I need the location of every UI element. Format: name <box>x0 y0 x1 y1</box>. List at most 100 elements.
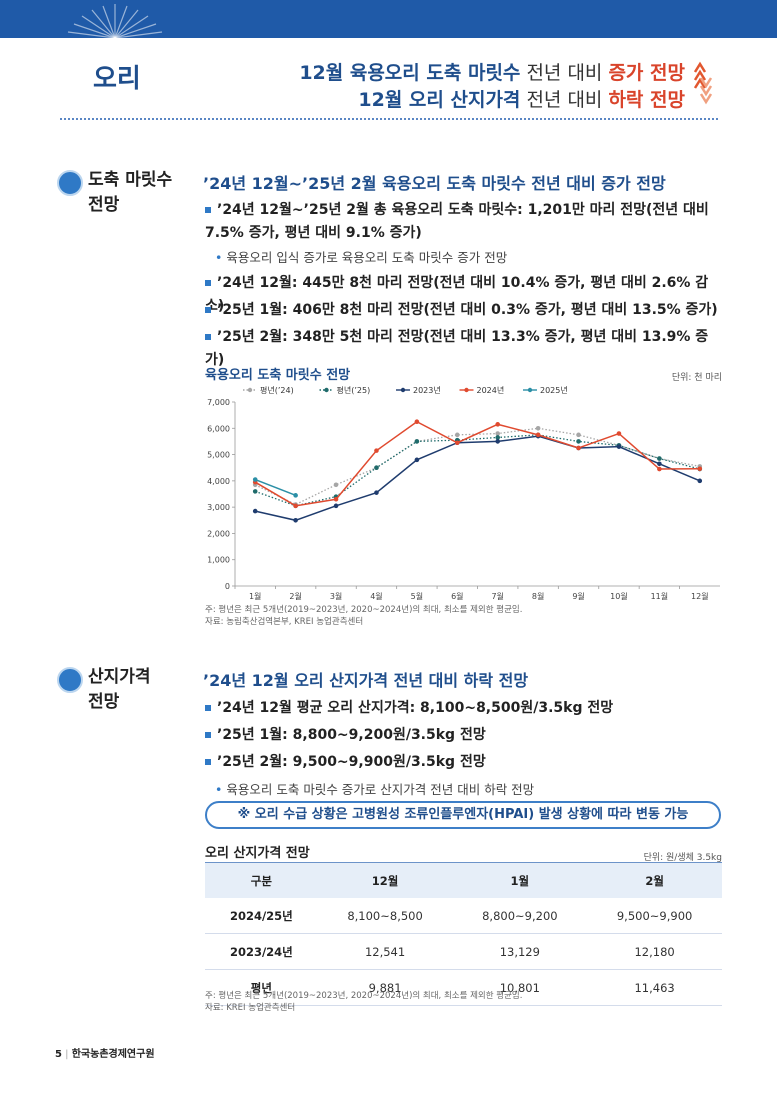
data-point <box>414 457 420 463</box>
data-point <box>374 465 379 471</box>
section-title-slaughter: 도축 마릿수 전망 <box>88 170 173 215</box>
data-point <box>616 431 622 436</box>
x-tick-label: 7월 <box>491 591 503 601</box>
table-cell: 12,180 <box>587 933 722 970</box>
headline-slaughter: 12월 육용오리 도축 마릿수 전년 대비 증가 전망 <box>299 62 685 84</box>
x-tick-label: 10월 <box>610 591 628 601</box>
table-header-row: 구분 12월 1월 2월 <box>205 862 722 898</box>
price-table: 구분 12월 1월 2월 2024/25년 8,100~8,500 8,800~… <box>205 862 722 1006</box>
data-point <box>576 439 581 444</box>
x-tick-label: 2월 <box>289 591 301 601</box>
y-tick-label: 3,000 <box>207 503 230 512</box>
data-point <box>495 431 501 436</box>
table-cell: 8,800~9,200 <box>452 898 588 934</box>
data-point <box>697 478 703 484</box>
y-tick-label: 0 <box>225 582 230 591</box>
sub-note: • 육용오리 입식 증가로 육용오리 도축 마릿수 증가 전망 <box>215 250 508 265</box>
x-tick-label: 8월 <box>532 591 544 601</box>
series-line <box>254 427 700 506</box>
series-line <box>254 420 700 507</box>
bullet-item: ’24년 12월 평균 오리 산지가격: 8,100~8,500원/3.5kg … <box>205 697 720 720</box>
data-point <box>333 496 339 502</box>
data-point <box>333 482 339 488</box>
data-point <box>333 503 339 509</box>
col-header: 12월 <box>317 862 453 898</box>
data-point <box>252 489 258 494</box>
table-title: 오리 산지가격 전망 <box>205 846 310 861</box>
legend-marker <box>527 387 533 393</box>
data-point <box>293 503 298 509</box>
up-down-arrows-icon <box>693 61 713 105</box>
bullet-item: ’25년 2월: 348만 5천 마리 전망(전년 대비 13.3% 증가, 평… <box>205 329 709 368</box>
y-tick-label: 1,000 <box>207 556 230 565</box>
legend-label: 2023년 <box>413 385 441 395</box>
x-tick-label: 11월 <box>651 591 669 601</box>
bullet-item: ’25년 2월: 9,500~9,900원/3.5kg 전망 <box>205 751 720 774</box>
data-point <box>414 419 420 425</box>
legend-marker <box>400 387 406 393</box>
section-title-price: 산지가격 전망 <box>88 667 151 712</box>
table-cell: 12,541 <box>317 933 453 970</box>
data-point <box>414 439 420 444</box>
data-point <box>374 490 379 495</box>
col-header: 1월 <box>452 862 588 898</box>
slaughter-line-chart: 0 1,000 2,000 3,000 4,000 5,000 6,000 7,000 1월 2월… <box>207 385 720 601</box>
row-header: 2023/24년 <box>205 933 318 970</box>
data-point <box>293 517 298 523</box>
y-tick-label: 6,000 <box>207 424 230 433</box>
sub-note: • 육용오리 도축 마릿수 증가로 산지가격 전년 대비 하락 전망 <box>215 782 535 797</box>
page-footer: 5 | 한국농촌경제연구원 <box>55 1049 155 1060</box>
table-cell: 9,881 <box>317 969 453 1006</box>
table-cell: 8,100~8,500 <box>317 898 453 934</box>
data-point <box>454 432 460 438</box>
bullet-item: ’25년 1월: 406만 8천 마리 전망(전년 대비 0.3% 증가, 평년… <box>205 299 720 322</box>
page-title: 오리 <box>93 64 141 94</box>
duck-icon <box>57 667 83 693</box>
chart-title: 육용오리 도축 마릿수 전망 <box>205 368 351 383</box>
col-header: 2월 <box>587 862 722 898</box>
bullet-item: ’24년 12월~’25년 2월 총 육용오리 도축 마릿수: 1,201만 마… <box>205 202 709 241</box>
x-tick-label: 3월 <box>330 591 342 601</box>
legend-label: 2025년 <box>540 385 568 395</box>
chart-unit: 단위: 천 마리 <box>671 373 722 383</box>
table-note: 주: 평년은 최근 5개년(2019~2023년, 2020~2024년)의 최… <box>205 991 523 1013</box>
y-tick-label: 5,000 <box>207 451 230 460</box>
data-point <box>293 493 298 498</box>
divider <box>60 118 718 120</box>
series-line <box>255 435 701 522</box>
data-point <box>576 445 581 451</box>
row-header: 평년 <box>205 969 318 1006</box>
table-row: 2023/24년 12,541 13,129 12,180 <box>205 933 722 970</box>
headline-price: 12월 오리 산지가격 전년 대비 하락 전망 <box>358 89 685 111</box>
legend-label: 평년(’25) <box>337 385 371 395</box>
bullet-item: ’24년 12월: 445만 8천 마리 전망(전년 대비 10.4% 증가, … <box>205 275 709 314</box>
y-tick-label: 2,000 <box>207 529 230 538</box>
table-cell: 9,500~9,900 <box>587 898 722 934</box>
legend-label: 평년(’24) <box>260 385 294 395</box>
x-tick-label: 9월 <box>572 591 584 601</box>
legend-label: 2024년 <box>477 385 505 395</box>
data-point <box>454 440 460 446</box>
data-point <box>495 439 501 444</box>
series-line <box>254 478 296 497</box>
data-point <box>252 508 258 514</box>
y-tick-label: 7,000 <box>207 398 230 407</box>
duck-icon <box>57 170 83 196</box>
table-cell: 10,801 <box>452 969 588 1006</box>
table-cell: 13,129 <box>452 933 588 970</box>
bullet-item: ’25년 1월: 8,800~9,200원/3.5kg 전망 <box>205 724 720 747</box>
data-point <box>616 444 622 449</box>
table-row: 평년 9,881 10,801 11,463 <box>205 969 722 1006</box>
top-banner <box>0 0 777 38</box>
data-point <box>495 422 501 427</box>
hpai-notice: ※ 오리 수급 상황은 고병원성 조류인플루엔자(HPAI) 발생 상황에 따라… <box>205 801 721 829</box>
data-point <box>576 432 581 438</box>
table-unit: 단위: 원/생체 3.5kg <box>643 853 722 863</box>
x-tick-label: 12월 <box>691 591 709 601</box>
x-tick-label: 1월 <box>249 591 261 601</box>
sunburst-decoration <box>67 4 163 38</box>
data-point <box>657 456 662 461</box>
data-point <box>657 461 662 467</box>
legend-marker <box>247 387 253 393</box>
data-point <box>495 435 501 440</box>
